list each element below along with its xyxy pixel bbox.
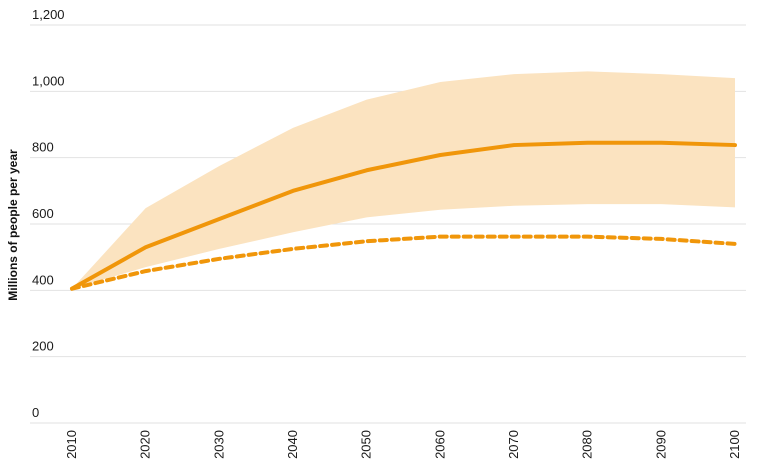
- y-tick-label: 600: [32, 206, 54, 221]
- x-tick-label: 2040: [285, 430, 300, 459]
- x-axis-tick-labels: 2010 2020 2030 2040 2050 2060 2070 2080 2090 2100: [64, 430, 742, 459]
- x-tick-label: 2080: [580, 430, 595, 459]
- x-tick-label: 2020: [138, 430, 153, 459]
- series-line-dashed: [70, 234, 737, 291]
- x-tick-label: 2070: [506, 430, 521, 459]
- x-tick-label: 2030: [211, 430, 226, 459]
- x-tick-label: 2060: [432, 430, 447, 459]
- x-tick-label: 2090: [653, 430, 668, 459]
- x-tick-label: 2010: [64, 430, 79, 459]
- y-axis-tick-labels: 0 200 400 600 800 1,000 1,200: [32, 7, 65, 420]
- y-axis-title: Millions of people per year: [6, 149, 20, 301]
- y-tick-label: 0: [32, 405, 39, 420]
- x-tick-label: 2050: [359, 430, 374, 459]
- y-tick-label: 200: [32, 339, 54, 354]
- series-line-solid: [70, 140, 737, 291]
- uncertainty-band: [72, 71, 735, 289]
- y-tick-label: 800: [32, 140, 54, 155]
- uncertainty-band-layer: [72, 71, 735, 289]
- y-tick-label: 400: [32, 272, 54, 287]
- x-tick-label: 2100: [727, 430, 742, 459]
- series-layer: [70, 140, 737, 291]
- y-tick-label: 1,200: [32, 7, 65, 22]
- y-tick-label: 1,000: [32, 73, 65, 88]
